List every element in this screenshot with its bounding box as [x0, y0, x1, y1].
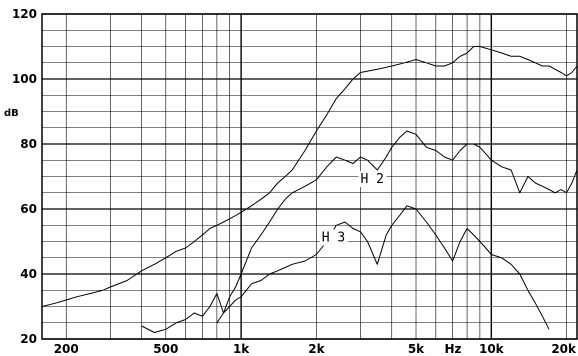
- y-axis-unit-label: dB: [4, 108, 19, 119]
- y-tick-label: 40: [20, 267, 37, 281]
- series-label-background: [319, 229, 348, 246]
- plot-frame: [41, 13, 578, 340]
- x-tick-label: 500: [153, 342, 178, 356]
- chart-grid: [42, 13, 577, 340]
- x-tick-label: 200: [54, 342, 79, 356]
- y-tick-label: 100: [12, 72, 37, 86]
- x-tick-label: 5k: [408, 342, 425, 356]
- y-tick-label: 60: [20, 202, 37, 216]
- series-line-fundamental: [42, 46, 577, 307]
- series-label-second-harmonic: H 2: [361, 172, 384, 187]
- series-label-third-harmonic: H 3: [322, 231, 345, 246]
- x-tick-label: 1k: [233, 342, 250, 356]
- x-tick-label: 2k: [308, 342, 325, 356]
- x-axis-tick-labels: 200 500 1k 2k 5k 10k 20k: [54, 342, 577, 356]
- y-tick-label: 120: [12, 7, 37, 21]
- series-label-background: [358, 171, 387, 187]
- series-line-third-harmonic: [216, 205, 550, 330]
- y-tick-label: 20: [20, 332, 37, 346]
- x-axis-unit-label: Hz: [444, 342, 461, 356]
- series-labels: H 2 H 3: [319, 171, 387, 246]
- x-tick-label: 20k: [551, 342, 577, 356]
- x-tick-label: 10k: [479, 342, 505, 356]
- y-tick-label: 80: [20, 137, 37, 151]
- response-curves: [42, 46, 577, 333]
- y-axis-tick-labels: 20 40 60 80 100 120: [12, 7, 37, 346]
